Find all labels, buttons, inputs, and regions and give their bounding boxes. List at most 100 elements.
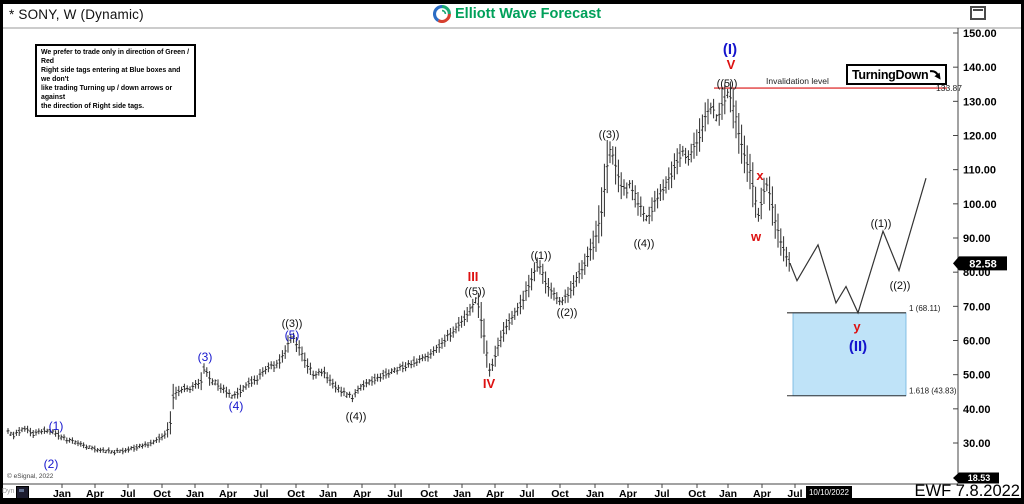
low-price-tag: 18.53 [953, 472, 999, 484]
y-tick-label: 130.00 [963, 96, 997, 108]
x-axis-label: Jan [53, 488, 71, 500]
date-tag: 10/10/2022 [806, 486, 852, 498]
wave-label: V [727, 57, 736, 72]
x-axis-label: Jul [787, 488, 802, 500]
x-axis-label: Apr [753, 488, 771, 500]
wave-label: IV [483, 376, 496, 391]
ohlc-high-low-lines [7, 81, 790, 456]
x-axis-label: Oct [420, 488, 438, 500]
wave-label: w [750, 229, 762, 244]
x-axis-label: Apr [486, 488, 504, 500]
trading-note-box: We prefer to trade only in direction of … [35, 44, 196, 117]
fib-label-bottom: 1.618 (43.83) [909, 387, 957, 396]
brand-name: Elliott Wave Forecast [455, 6, 602, 22]
curved-down-right-arrow-icon [929, 68, 942, 81]
x-axis-label: Jul [120, 488, 135, 500]
low-price-tag-bg [953, 472, 999, 484]
low-price-tag-text: 18.53 [968, 473, 991, 483]
price-bars [6, 81, 791, 456]
forecast-projection-path [789, 178, 927, 315]
wave-label: (3) [198, 350, 213, 364]
wave-label: ((3)) [282, 318, 303, 330]
x-axis-label: Apr [353, 488, 371, 500]
y-tick-label: 90.00 [963, 233, 991, 245]
blue-box-target-zone: 1 (68.11) 1.618 (43.83) [787, 304, 957, 397]
x-axis-label: Oct [551, 488, 569, 500]
wave-label: ((2)) [557, 307, 578, 319]
x-axis-label: Jan [586, 488, 604, 500]
x-axis-label: Jul [654, 488, 669, 500]
wave-label: ((4)) [346, 411, 367, 423]
x-axis-label: Oct [688, 488, 706, 500]
wave-label: ((5)) [465, 286, 486, 298]
dyn-mode-label: Dyn [2, 488, 15, 495]
window-control-icon[interactable] [970, 6, 986, 20]
y-tick-label: 60.00 [963, 336, 991, 348]
x-axis-label: Oct [287, 488, 305, 500]
last-price-tag: 82.58 [953, 256, 1007, 271]
y-tick-label: 150.00 [963, 28, 997, 40]
x-axis-label: Apr [619, 488, 637, 500]
last-price-tag-text: 82.58 [969, 258, 997, 270]
y-tick-label: 40.00 [963, 404, 991, 416]
wave-label: (I) [723, 41, 737, 58]
axes: 150.00 140.00 130.00 120.00 110.00 100.00 90.0… [3, 28, 997, 500]
wave-labels: (1)(2)(3)(4)(5)((3))((4))III((5))IV((1))… [44, 41, 911, 471]
border-bottom [0, 498, 1024, 504]
invalidation-label: Invalidation level [766, 76, 829, 86]
y-tick-label: 140.00 [963, 62, 997, 74]
wave-label: (5) [285, 328, 300, 342]
invalidation-level: Invalidation level 133.87 [714, 76, 962, 93]
ohlc-open-close-ticks [6, 91, 791, 454]
date-tag-bg [806, 486, 852, 498]
calendar-grid-icon[interactable] [16, 486, 29, 499]
last-price-tag-bg [953, 256, 1007, 271]
date-tag-text: 10/10/2022 [809, 488, 850, 497]
turning-down-label: TurningDown [852, 67, 929, 82]
ewf-date-stamp: EWF 7.8.2022 [914, 482, 1020, 500]
invalidation-price: 133.87 [936, 83, 962, 93]
blue-box [792, 312, 907, 397]
esignal-copyright: © eSignal, 2022 [7, 473, 54, 480]
x-axis-label: Jan [319, 488, 337, 500]
y-tick-label: 50.00 [963, 370, 991, 382]
turning-down-tag: TurningDown [846, 64, 948, 85]
wave-label: ((4)) [634, 238, 655, 250]
border-top [0, 0, 1024, 4]
wave-label: ((5)) [717, 78, 738, 90]
x-axis-label: Jan [186, 488, 204, 500]
x-axis-label: Jul [519, 488, 534, 500]
border-right [1021, 0, 1024, 504]
wave-label: ((2)) [890, 280, 911, 292]
fib-label-top: 1 (68.11) [909, 304, 941, 313]
x-axis-label: Jul [253, 488, 268, 500]
brand-swirl-icon [433, 5, 451, 23]
x-axis-label: Oct [153, 488, 171, 500]
x-axis-label: Jan [719, 488, 737, 500]
y-tick-label: 30.00 [963, 438, 991, 450]
border-left [0, 0, 3, 504]
y-tick-label: 70.00 [963, 301, 991, 313]
x-axis-label: Apr [86, 488, 104, 500]
x-axis-label: Jan [453, 488, 471, 500]
y-tick-label: 120.00 [963, 131, 997, 143]
wave-label: x [756, 168, 764, 183]
x-axis-label: Jul [387, 488, 402, 500]
wave-label: y [853, 319, 861, 334]
chart-title: * SONY, W (Dynamic) [9, 7, 144, 22]
wave-label: (1) [49, 419, 64, 433]
wave-label: ((1)) [871, 218, 892, 230]
brand-logo: Elliott Wave Forecast [433, 5, 601, 23]
wave-label: (II) [849, 338, 867, 355]
wave-label: ((1)) [531, 250, 552, 262]
wave-label: III [468, 269, 479, 284]
x-axis-label: Apr [219, 488, 237, 500]
y-tick-label: 110.00 [963, 165, 996, 177]
wave-label: (2) [44, 457, 59, 471]
wave-label: (4) [229, 399, 244, 413]
y-tick-label: 100.00 [963, 199, 997, 211]
wave-label: ((3)) [599, 129, 620, 141]
